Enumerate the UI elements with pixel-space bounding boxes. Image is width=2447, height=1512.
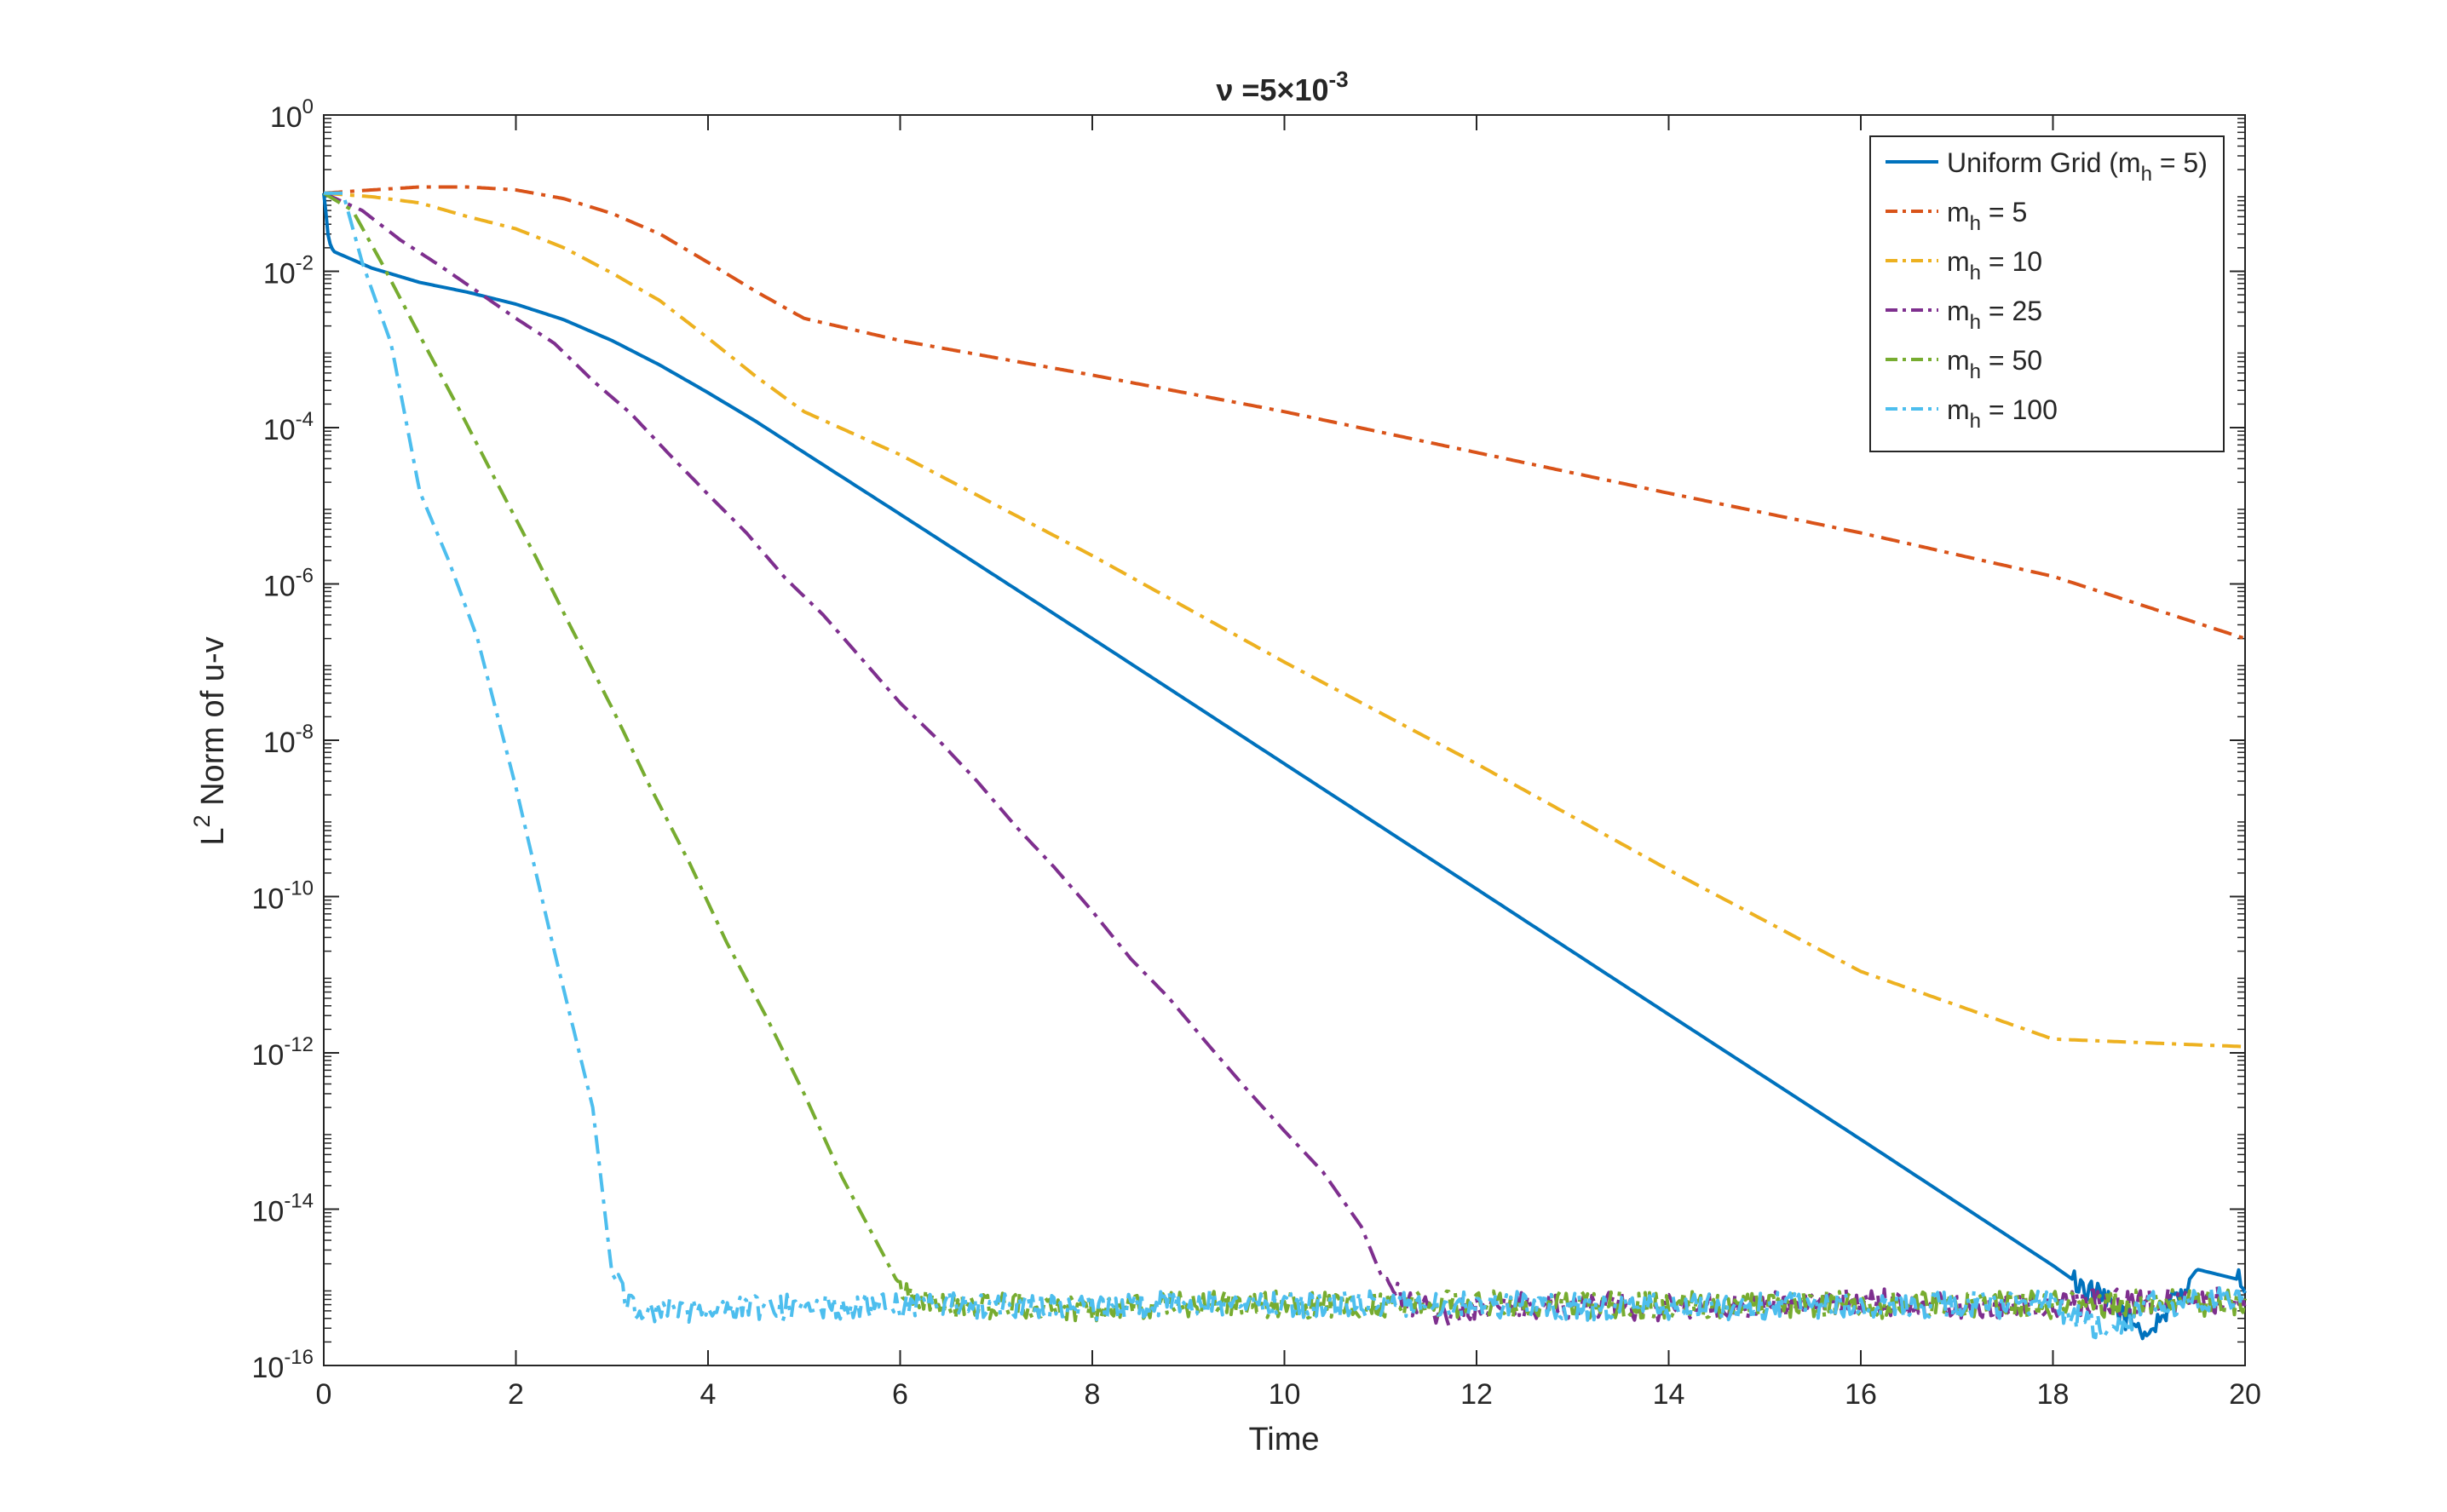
- x-tick-label: 16: [1845, 1378, 1877, 1411]
- y-tick-exponent: -14: [284, 1190, 314, 1213]
- legend-label-base: m: [1947, 197, 1970, 227]
- legend-label-base: m: [1947, 296, 1970, 326]
- legend-label-subscript: h: [1970, 262, 1981, 285]
- legend-label-rest: = 10: [1981, 246, 2042, 277]
- y-tick-exponent: -16: [284, 1346, 314, 1369]
- x-tick-label: 4: [700, 1378, 717, 1411]
- legend-label: Uniform Grid (mh = 5): [1947, 147, 2208, 186]
- series-line: [323, 185, 2246, 641]
- y-axis-label-base: L: [195, 827, 231, 845]
- x-tick-label: 8: [1085, 1378, 1101, 1411]
- legend-label-subscript: h: [1970, 360, 1981, 383]
- legend-label-rest: = 5: [1981, 197, 2027, 227]
- y-axis-label: L2 Norm of u-v: [189, 636, 231, 845]
- x-tick-label: 20: [2229, 1378, 2261, 1411]
- y-tick-base: 10: [263, 258, 296, 290]
- x-tick-label: 2: [508, 1378, 524, 1411]
- x-tick-labels: 0 2 4 6 8 10 12 14 16 18 20: [316, 1378, 2261, 1411]
- y-tick-label: 10-4: [263, 408, 314, 446]
- chart-title: ν =5×10-3: [1216, 66, 1348, 107]
- y-tick-base: 10: [263, 571, 296, 603]
- legend-label: mh = 50: [1947, 345, 2042, 383]
- chart-title-exponent: -3: [1329, 66, 1349, 92]
- y-tick-exponent: -2: [296, 252, 314, 275]
- y-tick-base: 10: [251, 1039, 284, 1072]
- y-tick-label: 10-2: [263, 252, 314, 290]
- legend-label: mh = 100: [1947, 394, 2058, 433]
- x-tick-label: 12: [1460, 1378, 1493, 1411]
- legend-label-rest: = 50: [1981, 345, 2042, 376]
- y-tick-base: 10: [270, 101, 302, 134]
- y-axis-label-text: Norm of u-v: [195, 636, 231, 814]
- legend-label-base: m: [1947, 345, 1970, 376]
- y-tick-exponent: -8: [296, 721, 314, 744]
- y-tick-base: 10: [263, 414, 296, 446]
- legend-label-subscript: h: [1970, 212, 1981, 235]
- y-axis-label-superscript: 2: [189, 814, 215, 827]
- series-line: [324, 191, 2247, 1340]
- x-tick-label: 14: [1653, 1378, 1685, 1411]
- y-tick-base: 10: [263, 727, 296, 759]
- y-tick-label: 10-6: [263, 565, 314, 603]
- y-tick-base: 10: [251, 1352, 284, 1384]
- y-tick-base: 10: [251, 1196, 284, 1228]
- legend-label-rest: = 100: [1981, 394, 2058, 425]
- y-tick-base: 10: [251, 883, 284, 916]
- legend-label: mh = 25: [1947, 296, 2042, 334]
- legend-label-subscript: h: [2141, 163, 2152, 186]
- legend-label: mh = 5: [1947, 197, 2027, 235]
- y-tick-exponent: -12: [284, 1033, 314, 1056]
- y-tick-exponent: -10: [284, 877, 314, 900]
- y-tick-label: 10-8: [263, 721, 314, 759]
- legend-label-base: m: [1947, 394, 1970, 425]
- x-tick-label: 10: [1269, 1378, 1301, 1411]
- legend-label-base: Uniform Grid (m: [1947, 147, 2141, 178]
- y-tick-label: 10-14: [251, 1190, 314, 1228]
- x-axis-label: Time: [1248, 1422, 1319, 1457]
- y-tick-exponent: -4: [296, 408, 314, 431]
- y-tick-label: 10-10: [251, 877, 314, 916]
- legend-label-base: m: [1947, 246, 1970, 277]
- legend-box: [1869, 135, 2225, 452]
- x-tick-label: 0: [316, 1378, 332, 1411]
- chart-title-main: ν =5×10: [1216, 72, 1328, 107]
- y-tick-exponent: -6: [296, 565, 314, 588]
- y-tick-exponent: 0: [302, 95, 314, 118]
- series-lines: [322, 185, 2247, 1341]
- y-tick-label: 10-12: [251, 1033, 314, 1072]
- legend-label-rest: = 25: [1981, 296, 2042, 326]
- axis-ticks: [323, 114, 2246, 1366]
- x-tick-label: 6: [892, 1378, 908, 1411]
- y-tick-label: 100: [270, 95, 314, 134]
- series-line: [322, 192, 2247, 1323]
- x-tick-label: 18: [2037, 1378, 2070, 1411]
- legend-label-rest: = 5): [2152, 147, 2208, 178]
- legend-label: mh = 10: [1947, 246, 2042, 285]
- series-line: [323, 191, 2246, 1049]
- y-tick-label: 10-16: [251, 1346, 314, 1384]
- legend-label-subscript: h: [1970, 410, 1981, 433]
- series-line: [322, 193, 2247, 1341]
- legend-label-subscript: h: [1970, 311, 1981, 334]
